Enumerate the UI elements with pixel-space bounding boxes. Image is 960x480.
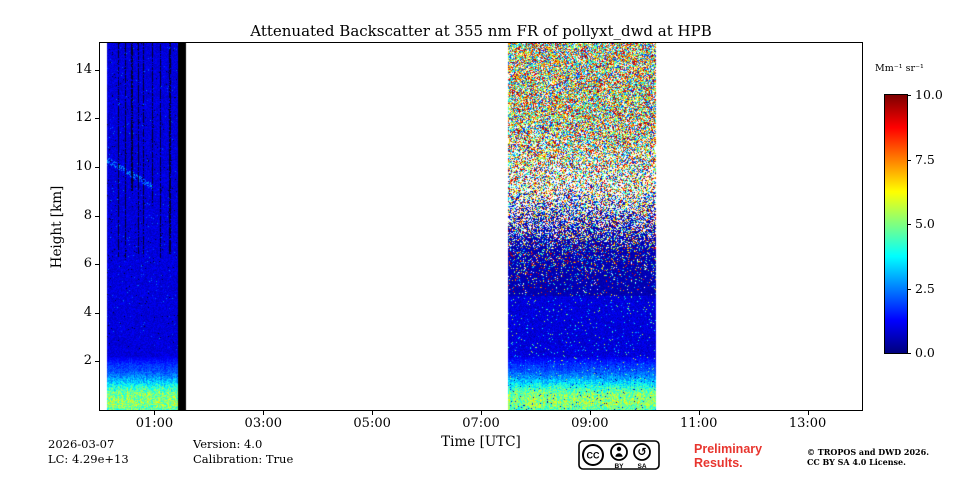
y-tick-mark	[95, 118, 99, 120]
y-tick-mark	[95, 264, 99, 266]
y-tick-label: 4	[83, 304, 92, 320]
colorbar-tick-mark	[908, 288, 911, 290]
colorbar-tick-label: 7.5	[915, 151, 935, 167]
x-axis-label: Time [UTC]	[441, 434, 521, 450]
x-tick-label: 03:00	[244, 416, 283, 431]
colorbar-tick-mark	[908, 224, 911, 225]
colorbar-tick-mark	[908, 353, 911, 354]
svg-text:CC: CC	[587, 451, 600, 461]
lidar-constant-text: LC: 4.29e+13	[48, 452, 129, 466]
colorbar-canvas	[885, 95, 907, 353]
x-tick-mark	[807, 411, 809, 415]
copyright-line1: © TROPOS and DWD 2026.	[807, 447, 929, 457]
y-tick-mark	[95, 361, 99, 363]
heatmap-canvas	[100, 43, 862, 410]
colorbar-tick-label: 0.0	[915, 345, 935, 360]
preliminary-text-line1: Preliminary	[694, 442, 763, 456]
x-tick-mark	[589, 411, 591, 415]
sa-arrow-icon: ↺	[637, 446, 646, 459]
date-text: 2026-03-07	[48, 437, 115, 451]
y-tick-mark	[95, 312, 99, 314]
colorbar-tick-label: 5.0	[915, 216, 935, 231]
y-tick-mark	[95, 215, 99, 217]
x-tick-mark	[372, 411, 374, 415]
x-tick-label: 05:00	[353, 416, 391, 431]
cc-logo-icon: CC	[582, 444, 604, 466]
x-tick-mark	[698, 411, 700, 415]
cc-by-sa-badge: CC BY ↺ SA	[578, 440, 660, 470]
x-tick-mark	[154, 411, 156, 415]
preliminary-text-line2: Results.	[694, 456, 743, 470]
y-tick-label: 10	[75, 158, 92, 174]
x-tick-mark	[263, 411, 265, 415]
y-tick-label: 14	[75, 61, 92, 77]
colorbar-tick-mark	[908, 159, 911, 161]
y-tick-label: 6	[83, 256, 92, 272]
colorbar-tick-mark	[908, 95, 911, 96]
x-tick-label: 11:00	[679, 416, 718, 431]
colorbar-tick-label: 10.0	[915, 87, 943, 102]
plot-title: Attenuated Backscatter at 355 nm FR of p…	[250, 22, 712, 40]
svg-text:BY: BY	[614, 463, 624, 470]
calibration-text: Calibration: True	[193, 452, 294, 466]
x-tick-mark	[481, 411, 482, 415]
colorbar-tick-label: 2.5	[915, 280, 935, 296]
x-tick-label: 07:00	[462, 416, 500, 431]
copyright-line2: CC BY SA 4.0 License.	[807, 457, 906, 467]
y-tick-label: 12	[75, 110, 92, 126]
y-tick-label: 2	[83, 353, 92, 369]
y-tick-label: 8	[83, 207, 92, 223]
x-tick-label: 01:00	[135, 416, 174, 431]
y-tick-mark	[95, 69, 99, 71]
colorbar-unit-label: Mm⁻¹ sr⁻¹	[875, 63, 924, 74]
svg-text:SA: SA	[637, 463, 646, 470]
x-tick-label: 09:00	[571, 416, 609, 431]
x-tick-label: 13:00	[788, 416, 827, 431]
version-text: Version: 4.0	[193, 437, 263, 451]
cc-sa-icon: ↺ SA	[633, 443, 651, 470]
cc-by-icon: BY	[610, 443, 628, 470]
y-tick-mark	[95, 166, 99, 168]
